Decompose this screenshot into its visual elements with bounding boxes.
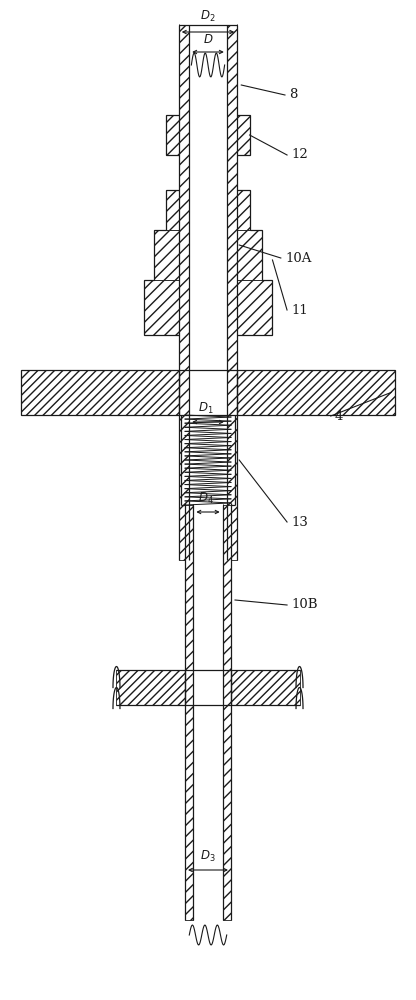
Bar — [237, 370, 395, 415]
Text: $D_2$: $D_2$ — [200, 9, 216, 24]
Bar — [237, 280, 272, 335]
Bar — [144, 280, 179, 335]
Bar — [223, 505, 231, 920]
Text: 13: 13 — [291, 516, 308, 528]
Text: $D_1$: $D_1$ — [198, 401, 214, 416]
Bar — [166, 190, 179, 230]
Bar — [237, 190, 250, 230]
Bar — [231, 670, 300, 705]
Text: $D$: $D$ — [203, 33, 213, 46]
Text: 10B: 10B — [291, 598, 318, 611]
Bar — [179, 25, 189, 560]
Bar — [166, 115, 179, 155]
Text: $D_3$: $D_3$ — [200, 849, 216, 864]
Text: 10A: 10A — [285, 251, 311, 264]
Bar — [227, 25, 237, 560]
Text: $D_4$: $D_4$ — [198, 491, 214, 506]
Bar — [237, 115, 250, 155]
Text: 8: 8 — [289, 89, 297, 102]
Bar — [185, 505, 193, 920]
Text: 4: 4 — [335, 410, 343, 422]
Text: 11: 11 — [291, 304, 308, 316]
Bar — [154, 230, 179, 280]
Bar — [237, 230, 262, 280]
Bar — [21, 370, 179, 415]
Bar — [116, 670, 185, 705]
Text: 12: 12 — [291, 148, 308, 161]
